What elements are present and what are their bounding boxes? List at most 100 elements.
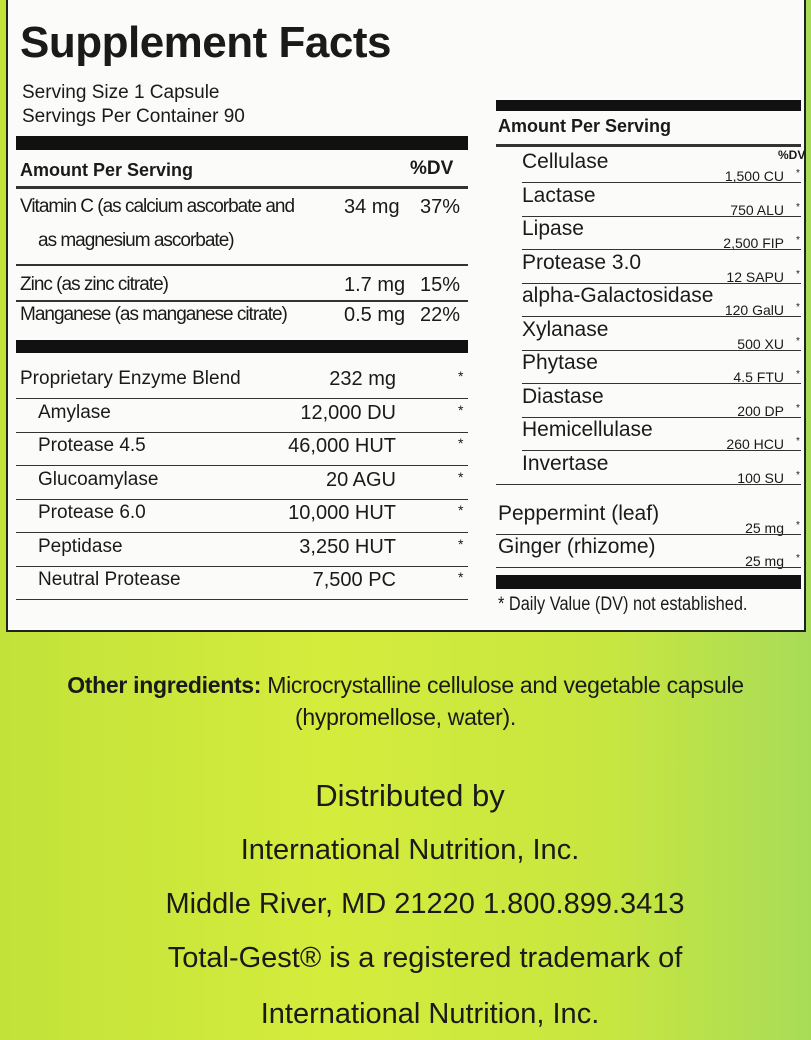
ingredient-amount: 260 HCU (726, 436, 784, 452)
ingredient-dv: * (796, 469, 800, 481)
divider-bar (496, 100, 801, 111)
ingredient-name: Neutral Protease (38, 569, 181, 590)
ingredient-amount: 25 mg (745, 520, 784, 536)
servings-per-container: Servings Per Container 90 (22, 106, 245, 127)
ingredient-amount: 20 AGU (325, 468, 396, 491)
divider (16, 264, 468, 266)
ingredient-amount: 12 SAPU (726, 268, 784, 285)
ingredient-dv: * (796, 335, 800, 347)
serving-size: Serving Size 1 Capsule (22, 82, 220, 103)
ingredient-name: Xylanase (522, 317, 609, 341)
ingredient-name: Cellulase (522, 150, 609, 173)
divider (522, 416, 801, 418)
ingredient-dv: * (796, 268, 800, 280)
trademark-note: Total-Gest® is a registered trademark of (167, 942, 683, 974)
ingredient-dv: * (796, 553, 800, 564)
divider (522, 182, 801, 183)
nutrient-amount: 0.5 mg (344, 304, 406, 326)
ingredient-amount: 10,000 HUT (288, 502, 396, 524)
divider-bar (16, 340, 468, 353)
nutrient-amount: 34 mg (344, 196, 400, 218)
ingredient-amount: 3,250 HUT (299, 535, 396, 558)
nutrient-name-cont: as magnesium ascorbate) (38, 230, 235, 251)
ingredient-dv: * (796, 520, 800, 531)
divider (496, 144, 801, 147)
ingredient-name: Peppermint (leaf) (498, 502, 660, 525)
ingredient-amount: 25 mg (745, 553, 784, 569)
divider-bar (496, 575, 801, 589)
divider (16, 431, 468, 433)
ingredient-name: Protease 6.0 (38, 502, 146, 523)
ingredient-amount: 1,500 CU (724, 168, 784, 184)
ingredient-name: Invertase (522, 451, 609, 475)
right-dv-header: %DV (778, 148, 806, 162)
ingredient-dv: * (458, 435, 464, 451)
ingredient-name: Amylase (38, 401, 111, 423)
ingredient-dv: * (796, 402, 800, 414)
divider (16, 398, 468, 399)
ingredient-name: Peptidase (38, 535, 123, 557)
divider (522, 249, 801, 250)
divider-bar (16, 136, 468, 150)
ingredient-dv: * (796, 436, 800, 447)
ingredient-name: Glucoamylase (38, 468, 159, 490)
ingredient-name: Ginger (rhizome) (498, 535, 656, 558)
divider (522, 316, 801, 317)
nutrient-dv: 37% (420, 196, 461, 218)
nutrient-dv: 22% (420, 304, 461, 326)
ingredient-name: Lactase (522, 183, 596, 207)
divider (16, 465, 468, 466)
ingredient-amount: 7,500 PC (312, 569, 396, 591)
ingredient-amount: 232 mg (329, 368, 396, 390)
divider (522, 450, 801, 451)
ingredient-amount: 46,000 HUT (288, 435, 396, 457)
ingredient-dv: * (458, 502, 464, 518)
nutrient-name: Zinc (as zinc citrate) (20, 274, 169, 295)
ingredient-name: Hemicellulase (522, 418, 653, 441)
ingredient-amount: 500 XU (737, 335, 784, 352)
footnote: * Daily Value (DV) not established. (498, 594, 748, 615)
divider (16, 186, 468, 189)
ingredient-amount: 2,500 FIP (723, 235, 784, 251)
ingredient-dv: * (458, 468, 464, 485)
ingredient-amount: 120 GalU (724, 302, 784, 318)
ingredient-amount: 4.5 FTU (733, 369, 784, 385)
ingredient-dv: * (458, 401, 464, 418)
divider (16, 599, 468, 600)
other-ingredients: Other ingredients: Microcrystalline cell… (67, 672, 744, 698)
distributor-address: Middle River, MD 21220 1.800.899.3413 (165, 888, 685, 920)
divider (522, 215, 801, 217)
divider (522, 349, 801, 351)
divider (16, 532, 468, 533)
ingredient-dv: * (796, 235, 800, 246)
distributor-name: International Nutrition, Inc. (240, 834, 580, 866)
divider (522, 383, 801, 384)
ingredient-name: Proprietary Enzyme Blend (20, 368, 241, 389)
divider (16, 565, 468, 567)
ingredient-name: Lipase (522, 217, 584, 240)
right-amount-header: Amount Per Serving (498, 116, 672, 136)
ingredient-name: Phytase (522, 351, 598, 374)
divider (522, 282, 801, 284)
ingredient-dv: * (796, 201, 800, 213)
ingredient-dv: * (796, 168, 800, 179)
nutrient-amount: 1.7 mg (344, 274, 406, 296)
supplement-facts-panel: Supplement Facts Serving Size 1 Capsule … (6, 0, 806, 632)
ingredient-dv: * (458, 569, 464, 585)
ingredient-dv: * (796, 302, 800, 313)
divider (496, 534, 801, 535)
ingredient-amount: 100 SU (737, 469, 784, 486)
ingredient-dv: * (796, 369, 800, 380)
ingredient-amount: 200 DP (737, 402, 784, 419)
ingredient-amount: 750 ALU (730, 201, 784, 218)
nutrient-name: Vitamin C (as calcium ascorbate and (20, 196, 295, 217)
left-amount-header: Amount Per Serving (20, 160, 194, 180)
ingredient-dv: * (458, 368, 464, 384)
ingredient-name: alpha-Galactosidase (522, 284, 714, 307)
ingredient-amount: 12,000 DU (300, 401, 396, 424)
nutrient-dv: 15% (420, 274, 461, 296)
divider (16, 300, 468, 302)
divider (496, 567, 801, 568)
divider (496, 483, 801, 485)
left-dv-header: %DV (410, 158, 454, 179)
